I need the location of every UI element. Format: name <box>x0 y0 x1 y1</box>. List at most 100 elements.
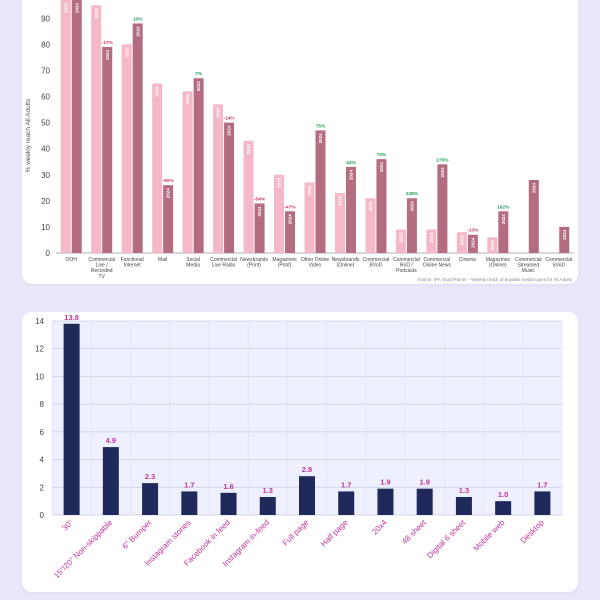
bar-2024-label: 2024 <box>531 182 536 193</box>
value-label: 1.7 <box>184 480 194 489</box>
value-label: 1.9 <box>380 478 390 487</box>
reach-chart-card: 0 10 20 30 40 50 60 70 80 90 % weekly reach All Ad… <box>22 0 578 284</box>
bar-2015-label: 2015 <box>94 8 99 19</box>
category-label: Commercial <box>363 257 390 263</box>
category-label: 6" Bumper <box>121 518 154 551</box>
bar-2024 <box>193 78 204 253</box>
category-label: (Online) <box>489 263 507 269</box>
category-label: Music <box>522 268 536 274</box>
bar-2015 <box>456 232 467 253</box>
category-label: Magazines <box>486 257 511 263</box>
bar-2015 <box>426 229 437 253</box>
bar-2024 <box>71 0 82 253</box>
value-label: 1.3 <box>459 486 469 495</box>
category-label: Online News <box>423 263 452 269</box>
bar-2015-label: 2015 <box>368 201 373 212</box>
source-note: Source: IPA TouchPoints – Weekly reach o… <box>417 277 573 282</box>
bar <box>259 496 276 515</box>
change-label: 138% <box>406 191 419 197</box>
bar-2015 <box>334 193 345 253</box>
bar-2024-label: 2024 <box>440 167 445 178</box>
bar-2024 <box>102 46 113 253</box>
bar-2024-label: 2024 <box>166 188 171 199</box>
value-label: 13.8 <box>64 313 79 322</box>
category-label: Commercial <box>210 257 237 263</box>
category-label: Digital 6 sheet <box>425 518 468 561</box>
bar-2024-label: 2024 <box>288 214 293 225</box>
bar-2024 <box>528 179 539 253</box>
bar-2024 <box>376 159 387 253</box>
category-label: 30" <box>60 518 75 533</box>
category-label: Commercial <box>545 257 572 263</box>
y-tick-label: 60 <box>41 93 50 102</box>
bar <box>534 491 551 515</box>
y-tick-label: 10 <box>41 223 50 232</box>
category-label: Desktop <box>519 518 547 546</box>
category-label: Commercial <box>393 257 420 263</box>
bar-2015 <box>60 0 71 253</box>
category-label: Half page <box>319 518 350 549</box>
y-tick-label: 50 <box>41 119 50 128</box>
category-label: SVoD <box>552 263 565 269</box>
bar-2015-label: 2015 <box>490 240 495 251</box>
category-label: Live Radio <box>212 263 236 269</box>
category-label: Full page <box>281 518 311 548</box>
bar-2015-label: 2015 <box>246 143 251 154</box>
bar-2024 <box>559 226 570 253</box>
bar-2024 <box>498 211 509 253</box>
bar-2015 <box>152 83 163 253</box>
change-label: 10% <box>133 16 143 22</box>
category-label: Mobile web <box>472 518 507 553</box>
bar-2015-label: 2015 <box>307 185 312 196</box>
category-label: Mail <box>158 257 167 263</box>
y-tick-label: 40 <box>41 145 50 154</box>
category-label: BVoD <box>370 263 383 269</box>
category-label: (Print) <box>278 263 292 269</box>
y-tick-label: 8 <box>40 400 45 409</box>
bar-2024-label: 2024 <box>105 49 110 60</box>
bar <box>299 476 315 515</box>
bar <box>181 491 198 515</box>
bar-2024-label: 2024 <box>501 214 506 225</box>
change-label: 275% <box>436 157 449 163</box>
category-label: Live / <box>96 263 109 269</box>
category-label: OOH <box>66 257 78 263</box>
y-tick-label: 14 <box>35 317 44 326</box>
category-label: Functional <box>121 257 144 263</box>
bar-2024 <box>315 130 326 253</box>
category-label: Commercial <box>88 257 115 263</box>
bar-2015 <box>304 182 315 253</box>
category-label: Magazines <box>272 257 297 263</box>
category-label: Newsbrands <box>332 257 360 263</box>
bar <box>455 496 472 515</box>
bar-2015 <box>487 237 498 253</box>
bar <box>377 488 394 515</box>
bar-2024-label: 2024 <box>349 169 354 180</box>
value-label: 2.3 <box>145 472 155 481</box>
bar <box>338 491 355 515</box>
bar-2024 <box>254 203 265 253</box>
bar <box>416 488 433 515</box>
category-label: (Print) <box>247 263 261 269</box>
metric-chart-card: 0 2 4 6 8 10 12 14 13.8 30" 4.9 15"/20" Non-skippab… <box>22 312 578 592</box>
bar-2024 <box>437 164 448 253</box>
category-label: TV <box>99 274 106 280</box>
change-label: 162% <box>497 204 510 210</box>
category-label: Video <box>309 263 322 269</box>
bar-2015-label: 2015 <box>399 232 404 243</box>
bar-2015-label: 2015 <box>63 3 68 14</box>
bar-2015-label: 2015 <box>124 47 129 58</box>
bar <box>63 323 80 515</box>
bar-2024-label: 2024 <box>227 125 232 136</box>
category-label: Newsbrands <box>240 257 268 263</box>
category-label: Commercial <box>515 257 542 263</box>
y-tick-label: 20 <box>41 197 50 206</box>
category-label: (Online) <box>337 263 355 269</box>
category-label: Commercial <box>424 257 451 263</box>
change-label: -14% <box>223 116 235 122</box>
y-tick-label: 4 <box>40 456 45 465</box>
bar-2015 <box>395 229 406 253</box>
bar-2015 <box>243 140 254 253</box>
category-label: 20x4 <box>370 518 389 537</box>
y-tick-label: 12 <box>35 345 44 354</box>
